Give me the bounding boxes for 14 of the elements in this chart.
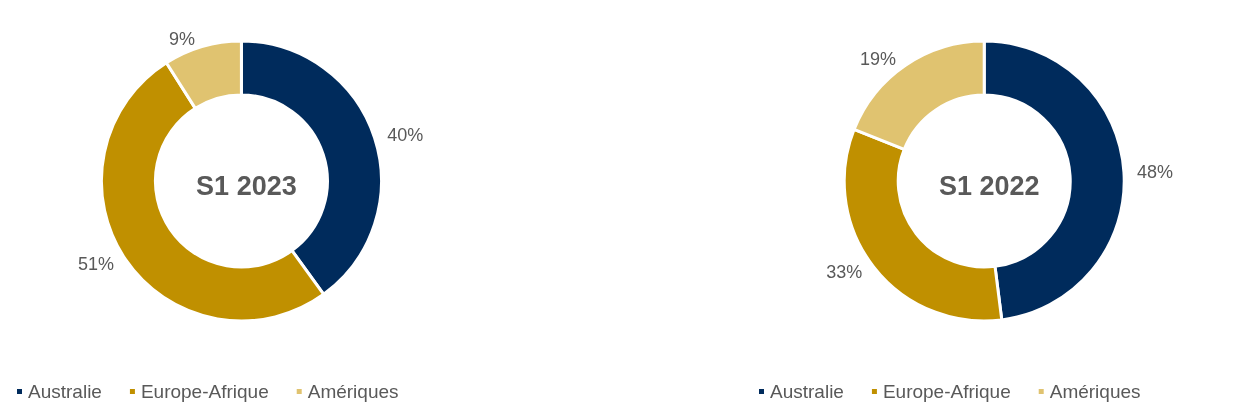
- legend-label: Amériques: [307, 381, 399, 402]
- data-label: 48%: [1136, 161, 1173, 182]
- data-label: 19%: [859, 48, 897, 69]
- data-label: 40%: [387, 125, 424, 146]
- legend-label: Europe-Afrique: [882, 381, 1011, 402]
- legend-label: Amériques: [1049, 381, 1141, 402]
- data-label: 9%: [169, 28, 196, 49]
- legend-label: Australie: [28, 381, 102, 402]
- data-label: 51%: [77, 254, 114, 275]
- legend-label: Europe-Afrique: [140, 381, 269, 402]
- data-label: 33%: [826, 261, 863, 282]
- text: S1 2023: [196, 171, 297, 201]
- text: S1 2022: [938, 171, 1040, 201]
- legend-label: Australie: [770, 381, 844, 402]
